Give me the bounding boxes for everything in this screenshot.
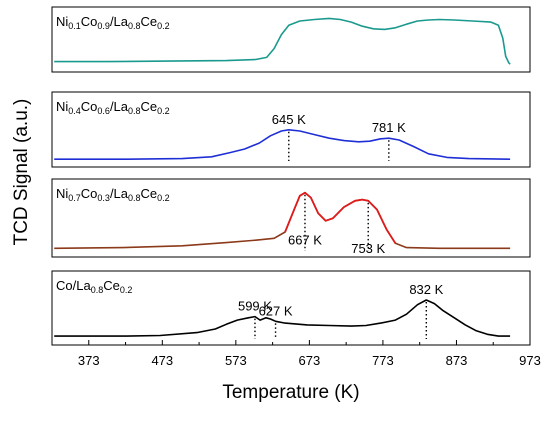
peak-label: 667 K [288, 233, 322, 248]
peak-label: 832 K [409, 282, 443, 297]
label-text: Ni [56, 186, 68, 201]
label-subscript: 0.1 [68, 21, 81, 31]
series-line [54, 129, 511, 160]
label-text: Co [81, 186, 98, 201]
label-subscript: 0.2 [157, 106, 170, 116]
series-line-highlight [284, 191, 397, 244]
label-subscript: 0.8 [128, 106, 141, 116]
label-subscript: 0.3 [97, 193, 110, 203]
panel-label: Ni0.1Co0.9/La0.8Ce0.2 [56, 14, 170, 31]
label-subscript: 0.2 [157, 21, 170, 31]
panel-3: Ni0.7Co0.3/La0.8Ce0.2 667 K 753 K [51, 178, 531, 258]
label-text: Co [81, 14, 98, 29]
label-subscript: 0.2 [120, 285, 133, 295]
y-axis-label: TCD Signal (a.u.) [11, 98, 32, 246]
panel-frame [51, 178, 531, 258]
label-subscript: 0.2 [157, 193, 170, 203]
label-text: Ni [56, 99, 68, 114]
label-subscript: 0.9 [97, 21, 110, 31]
peak-label: 753 K [351, 241, 385, 256]
series-line [54, 17, 511, 65]
peak-label: 781 K [372, 120, 406, 135]
label-text: Ce [103, 278, 120, 293]
label-subscript: 0.4 [68, 106, 81, 116]
x-axis-label: Temperature (K) [222, 382, 360, 403]
label-subscript: 0.8 [91, 285, 104, 295]
label-text: Ni [56, 14, 68, 29]
panel-2: Ni0.4Co0.6/La0.8Ce0.2 645 K 781 K [51, 91, 531, 168]
series-line [54, 299, 511, 337]
x-tick-label: 573 [225, 353, 247, 368]
panel-label: Co/La0.8Ce0.2 [56, 278, 132, 295]
panel-frame [51, 270, 531, 346]
label-subscript: 0.7 [68, 193, 81, 203]
panel-1: Ni0.1Co0.9/La0.8Ce0.2 [51, 6, 531, 73]
y-axis-label-wrap: TCD Signal (a.u.) [0, 0, 44, 345]
peak-label: 599 K [238, 299, 272, 314]
panel-label: Ni0.4Co0.6/La0.8Ce0.2 [56, 99, 170, 116]
label-subscript: 0.8 [128, 21, 141, 31]
panel-frame [51, 6, 531, 73]
x-tick-label: 373 [78, 353, 100, 368]
x-tick-label: 773 [372, 353, 394, 368]
panel-label: Ni0.7Co0.3/La0.8Ce0.2 [56, 186, 170, 203]
x-tick-label: 973 [519, 353, 541, 368]
label-text: Co [81, 99, 98, 114]
label-text: /La [110, 14, 129, 29]
label-text: /La [110, 186, 129, 201]
panel-frame [51, 91, 531, 168]
x-tick-label: 673 [299, 353, 321, 368]
label-text: Ce [141, 186, 158, 201]
label-subscript: 0.6 [97, 106, 110, 116]
peak-label: 645 K [272, 112, 306, 127]
label-text: Co/La [56, 278, 91, 293]
label-text: /La [110, 99, 129, 114]
peak-label: 627 K [259, 303, 293, 318]
series-line [54, 191, 511, 250]
label-text: Ce [141, 14, 158, 29]
label-subscript: 0.8 [128, 193, 141, 203]
label-text: Ce [141, 99, 158, 114]
x-tick-label: 873 [446, 353, 468, 368]
x-tick-label: 473 [151, 353, 173, 368]
